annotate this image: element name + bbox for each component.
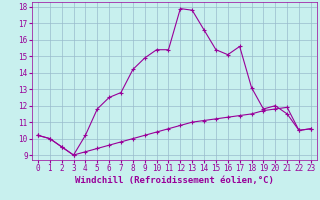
- X-axis label: Windchill (Refroidissement éolien,°C): Windchill (Refroidissement éolien,°C): [75, 176, 274, 185]
